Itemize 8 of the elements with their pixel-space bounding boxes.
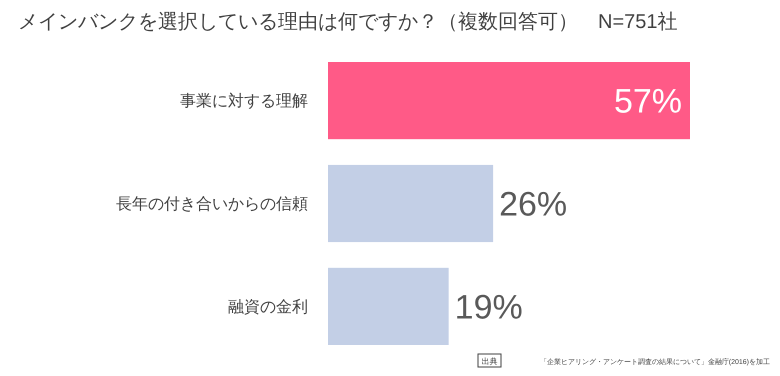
y-tick-label: 事業に対する理解 [180, 92, 308, 110]
data-label: 19% [454, 288, 523, 326]
data-label: 26% [499, 185, 568, 224]
chart-title: メインバンクを選択している理由は何ですか？（複数回答可） N=751社 [18, 11, 678, 33]
annotation: 出典 [482, 357, 498, 366]
data-label: 57% [614, 82, 682, 120]
y-tick-label: 長年の付き合いからの信頼 [116, 195, 308, 214]
y-tick-label: 融資の金利 [228, 298, 308, 316]
